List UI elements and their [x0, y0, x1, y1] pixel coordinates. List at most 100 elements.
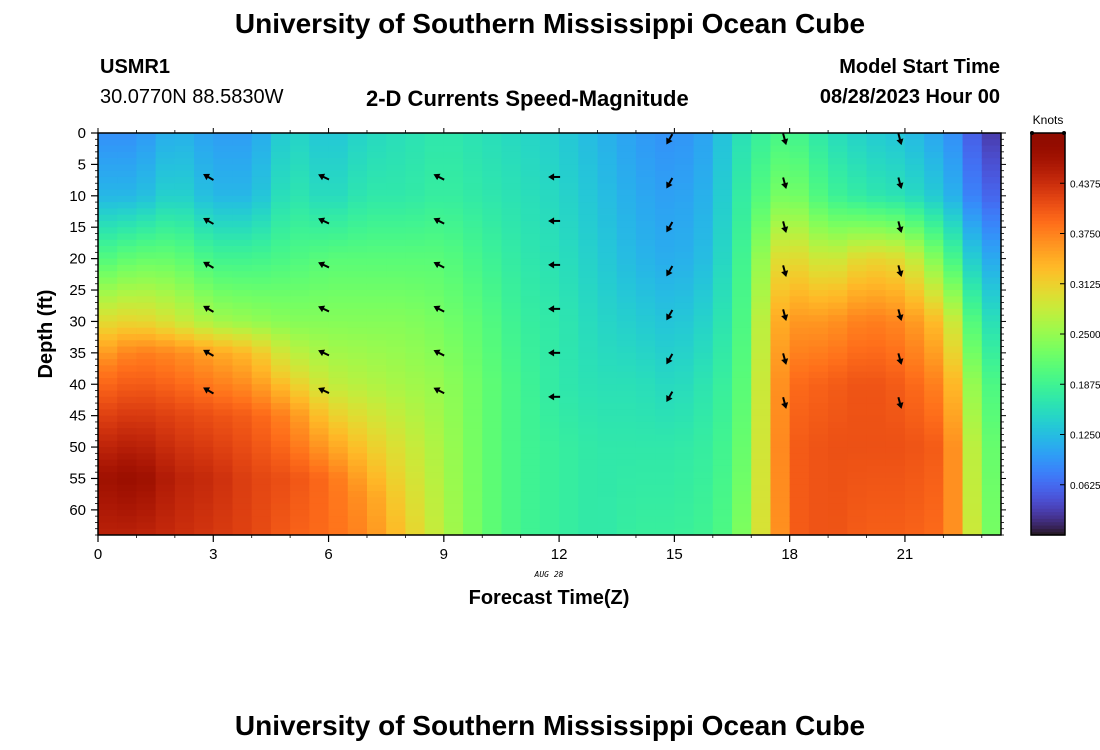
- heatmap-cell: [635, 214, 656, 222]
- heatmap-cell: [712, 283, 733, 291]
- heatmap-cell: [309, 390, 330, 398]
- heatmap-cell: [443, 359, 464, 367]
- heatmap-cell: [444, 535, 464, 542]
- heatmap-cell: [251, 139, 272, 147]
- heatmap-cell: [751, 151, 772, 159]
- heatmap-cell: [635, 359, 656, 367]
- heatmap-cell: [482, 371, 503, 379]
- heatmap-cell: [712, 409, 733, 417]
- heatmap-cell: [924, 396, 944, 404]
- station-coordinates: 30.0770N 88.5830W: [100, 86, 284, 108]
- colorbar-segment: [1031, 334, 1065, 338]
- heatmap-cell: [770, 195, 791, 203]
- heatmap-cell: [98, 183, 118, 191]
- heatmap-cell: [885, 497, 906, 505]
- heatmap-cell: [732, 202, 752, 209]
- heatmap-cell: [251, 133, 272, 140]
- heatmap-cell: [174, 170, 195, 178]
- heatmap-cell: [251, 440, 272, 448]
- heatmap-cell: [962, 170, 983, 178]
- heatmap-cell: [828, 403, 848, 410]
- heatmap-cell: [924, 465, 944, 473]
- heatmap-cell: [559, 434, 579, 442]
- heatmap-cell: [520, 334, 541, 341]
- heatmap-cell: [866, 302, 887, 310]
- arrow-head: [666, 395, 673, 403]
- heatmap-cell: [866, 340, 887, 348]
- heatmap-cell: [847, 528, 868, 535]
- model-start-label: Model Start Time: [839, 56, 1000, 78]
- heatmap-cell: [270, 352, 291, 360]
- arrow-head: [781, 358, 789, 365]
- heatmap-cell: [386, 428, 406, 436]
- colorbar-tick-label: 0.3125: [1070, 280, 1100, 291]
- heatmap-cell: [732, 447, 752, 454]
- heatmap-cell: [559, 183, 579, 191]
- heatmap-cell: [386, 258, 406, 266]
- colorbar-segment: [1031, 397, 1065, 402]
- heatmap-cell: [597, 327, 618, 335]
- heatmap-cell: [732, 377, 752, 385]
- heatmap-cell: [136, 428, 157, 436]
- heatmap-cell: [309, 208, 330, 216]
- heatmap-cell: [482, 277, 503, 285]
- heatmap-cell: [290, 220, 310, 228]
- heatmap-cell: [597, 491, 618, 498]
- heatmap-cell: [501, 283, 522, 291]
- heatmap-cell: [962, 365, 983, 373]
- heatmap-cell: [828, 145, 848, 153]
- heatmap-cell: [770, 528, 791, 535]
- heatmap-cell: [943, 151, 964, 159]
- heatmap-cell: [482, 390, 503, 398]
- heatmap-cell: [847, 164, 868, 172]
- heatmap-cell: [463, 202, 483, 209]
- heatmap-cell: [751, 264, 772, 272]
- heatmap-cell: [117, 377, 138, 385]
- heatmap-cell: [828, 214, 848, 222]
- heatmap-cell: [712, 271, 733, 279]
- heatmap-cell: [616, 346, 637, 354]
- heatmap-cell: [98, 447, 118, 454]
- heatmap-cell: [117, 528, 138, 535]
- heatmap-cell: [366, 239, 387, 247]
- heatmap-cell: [712, 491, 733, 498]
- heatmap-cell: [405, 271, 426, 279]
- heatmap-cell: [117, 352, 138, 360]
- heatmap-cell: [847, 139, 868, 147]
- heatmap-cell: [98, 214, 118, 222]
- heatmap-cell: [232, 208, 253, 216]
- heatmap-cell: [174, 377, 195, 385]
- heatmap-cell: [712, 421, 733, 429]
- heatmap-cell: [501, 176, 522, 184]
- colorbar-segment: [1031, 354, 1065, 359]
- heatmap-cell: [443, 415, 464, 423]
- heatmap-cell: [770, 315, 791, 323]
- heatmap-cell: [655, 459, 675, 467]
- heatmap-cell: [424, 447, 445, 454]
- heatmap-cell: [366, 415, 387, 423]
- heatmap-cell: [847, 133, 868, 140]
- heatmap-cell: [866, 484, 887, 492]
- heatmap-cell: [866, 308, 887, 316]
- heatmap-cell: [366, 359, 387, 367]
- heatmap-cell: [539, 415, 560, 423]
- heatmap-cell: [924, 302, 944, 310]
- heatmap-cell: [655, 528, 675, 535]
- heatmap-cell: [482, 164, 503, 172]
- heatmap-cell: [712, 459, 733, 467]
- heatmap-cell: [866, 409, 887, 417]
- heatmap-cell: [924, 415, 944, 423]
- heatmap-cell: [693, 302, 714, 310]
- heatmap-cell: [559, 465, 579, 473]
- colorbar-segment: [1031, 283, 1065, 288]
- arrow-head: [318, 387, 326, 394]
- heatmap-cell: [309, 315, 330, 323]
- heatmap-cell: [174, 302, 195, 310]
- heatmap-cell: [348, 535, 368, 542]
- heatmap-cell: [751, 440, 772, 448]
- heatmap-cell: [136, 158, 157, 166]
- heatmap-cell: [290, 283, 310, 291]
- heatmap-cell: [732, 497, 752, 505]
- heatmap-cell: [155, 516, 176, 524]
- heatmap-cell: [213, 421, 234, 429]
